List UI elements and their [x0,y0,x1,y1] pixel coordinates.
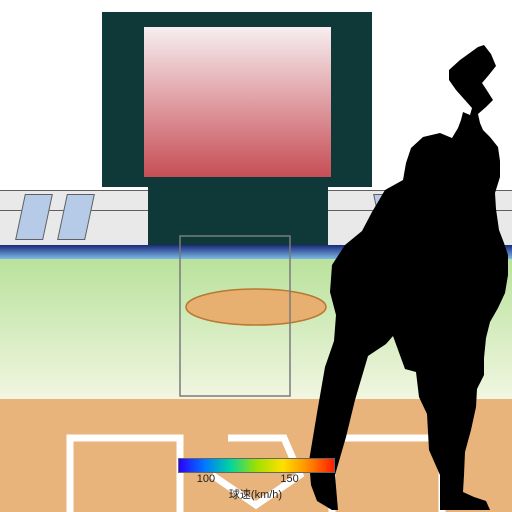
speed-legend-tick: 100 [194,473,218,485]
batter-silhouette [300,45,510,510]
pitch-location-chart: 100 150球速(km/h) [0,0,512,512]
strike-zone [178,234,292,398]
speed-legend-label: 球速(km/h) [178,486,333,502]
speed-legend-tick: 150 [278,473,302,485]
speed-legend-bar [178,458,335,473]
